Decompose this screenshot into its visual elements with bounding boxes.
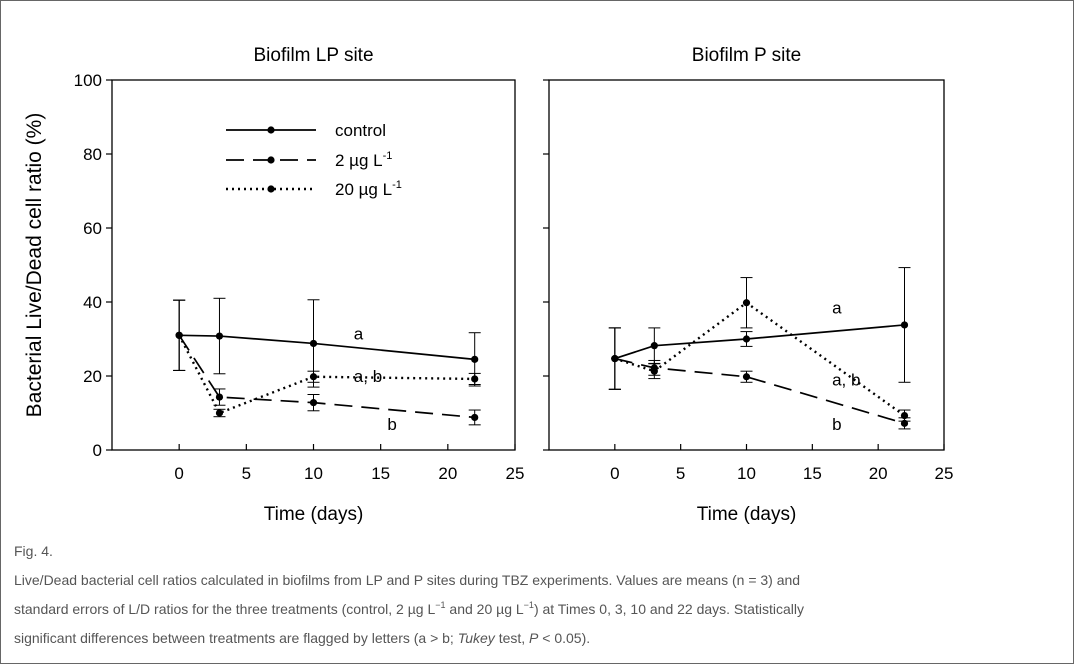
- y-tick-label: 20: [83, 367, 102, 386]
- data-point: [471, 413, 479, 422]
- legend-label: control: [335, 121, 386, 140]
- series-dotted: [608, 277, 911, 422]
- caption-line-1: Live/Dead bacterial cell ratios calculat…: [14, 572, 801, 588]
- data-point: [215, 332, 224, 340]
- caption-label: Fig. 4.: [14, 543, 53, 559]
- x-tick-label: 25: [506, 464, 525, 483]
- legend-label: 2 µg L-1: [335, 150, 392, 170]
- chart-title: Biofilm LP site: [253, 45, 373, 66]
- series-line: [614, 324, 905, 360]
- data-point: [742, 335, 751, 343]
- caption-line-2-sup-1: −1: [435, 600, 446, 610]
- caption-line-2-part-b: and 20 µg L: [445, 601, 524, 617]
- x-tick-label: 10: [304, 464, 323, 483]
- significance-letter: a, b: [354, 367, 382, 386]
- series-dotted: [173, 299, 481, 418]
- x-tick-label: 10: [737, 464, 756, 483]
- caption-line-2-part-a: standard errors of L/D ratios for the th…: [14, 601, 436, 617]
- legend-marker: [267, 185, 275, 193]
- legend: control 2 µg L-1 20 µg L-1: [226, 121, 402, 199]
- series-line: [179, 334, 475, 361]
- y-axis-label: Bacterial Live/Dead cell ratio (%): [23, 113, 46, 418]
- y-tick-label: 80: [83, 145, 102, 164]
- data-point: [309, 373, 318, 381]
- caption-line-3-p: P: [529, 630, 539, 646]
- caption-line-3-part-b: test,: [494, 630, 530, 646]
- data-point: [900, 321, 909, 329]
- figure-caption: Fig. 4. Live/Dead bacterial cell ratios …: [14, 537, 1073, 653]
- x-axis-label: Time (days): [264, 504, 364, 525]
- legend-label: 20 µg L-1: [335, 179, 402, 199]
- significance-letter: a: [832, 299, 842, 318]
- series-line: [614, 357, 905, 425]
- data-point: [650, 342, 658, 350]
- x-tick-label: 15: [371, 464, 390, 483]
- data-point: [309, 399, 318, 407]
- data-point: [215, 409, 224, 417]
- y-tick-label: 60: [83, 219, 102, 238]
- caption-line-2-part-c: ) at Times 0, 3, 10 and 22 days. Statist…: [533, 601, 804, 617]
- caption-line-3-tukey: Tukey: [457, 630, 495, 646]
- x-tick-label: 0: [610, 464, 619, 483]
- caption-line-3: significant differences between treatmen…: [14, 624, 1073, 653]
- caption-line-2-sup-2: −1: [523, 600, 534, 610]
- x-tick-label: 20: [438, 464, 457, 483]
- data-point: [175, 331, 183, 339]
- x-tick-label: 0: [174, 464, 183, 483]
- data-point: [471, 355, 479, 363]
- plot-frame: [548, 79, 945, 451]
- data-point: [471, 375, 479, 383]
- series-line: [614, 301, 906, 417]
- data-point: [742, 373, 751, 381]
- y-tick-label: 0: [93, 441, 102, 460]
- y-tick-label: 100: [74, 71, 102, 90]
- series-solid: [173, 297, 481, 388]
- x-tick-label: 5: [242, 464, 251, 483]
- x-tick-label: 15: [803, 464, 822, 483]
- series-line: [178, 334, 475, 415]
- x-tick-label: 25: [935, 464, 954, 483]
- significance-letter: b: [832, 415, 841, 434]
- x-axis-label: Time (days): [697, 504, 797, 525]
- y-tick-label: 40: [83, 293, 102, 312]
- data-point: [309, 339, 318, 348]
- legend-marker: [267, 126, 275, 134]
- caption-line-3-part-a: significant differences between treatmen…: [14, 630, 458, 646]
- legend-marker: [267, 156, 275, 164]
- chart-panel-1: Biofilm LP site 0 5 10 15 20 25 0 20 40 60 80 100 Tim…: [23, 45, 524, 525]
- significance-letter: a: [354, 324, 364, 343]
- chart-title: Biofilm P site: [692, 45, 801, 66]
- series-line: [178, 334, 475, 419]
- data-point: [215, 393, 224, 401]
- data-point: [611, 355, 619, 363]
- data-point: [900, 411, 909, 420]
- x-tick-label: 20: [869, 464, 888, 483]
- data-point: [742, 299, 751, 307]
- caption-line-3-part-c: < 0.05).: [538, 630, 591, 646]
- significance-letter: b: [387, 415, 396, 434]
- caption-line-2: standard errors of L/D ratios for the th…: [14, 595, 1073, 624]
- chart-panel-2: Biofilm P site 0 5 10 15 20 25 Time (days) a a, b…: [543, 45, 953, 525]
- x-tick-label: 5: [676, 464, 685, 483]
- data-point: [650, 367, 658, 375]
- significance-letter: a, b: [832, 371, 860, 390]
